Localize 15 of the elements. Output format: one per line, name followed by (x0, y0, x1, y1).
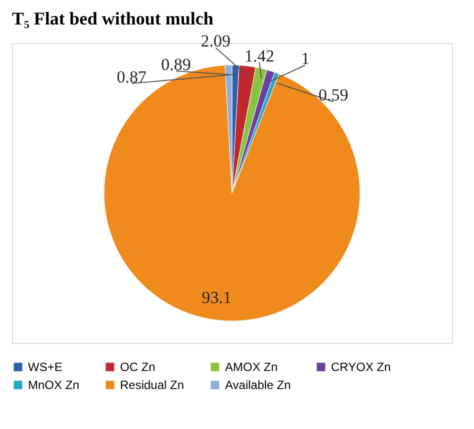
legend-label: Residual Zn (120, 378, 184, 392)
legend-label: OC Zn (120, 360, 156, 374)
legend-label: WS+E (28, 360, 62, 374)
legend-label: MnOX Zn (28, 378, 80, 392)
data-label: 0.59 (318, 86, 348, 105)
data-label: 2.09 (200, 32, 231, 51)
data-label: 0.89 (161, 55, 191, 74)
chart-title: T₅ Flat bed without mulch (12, 8, 214, 29)
data-label: 1 (301, 49, 310, 68)
legend-label: Available Zn (225, 378, 291, 392)
legend-label: CRYOX Zn (331, 360, 391, 374)
data-label: 0.87 (116, 67, 147, 86)
legend-label: AMOX Zn (225, 360, 278, 374)
data-label: 1.42 (244, 46, 274, 66)
data-label: 93.1 (202, 288, 232, 307)
